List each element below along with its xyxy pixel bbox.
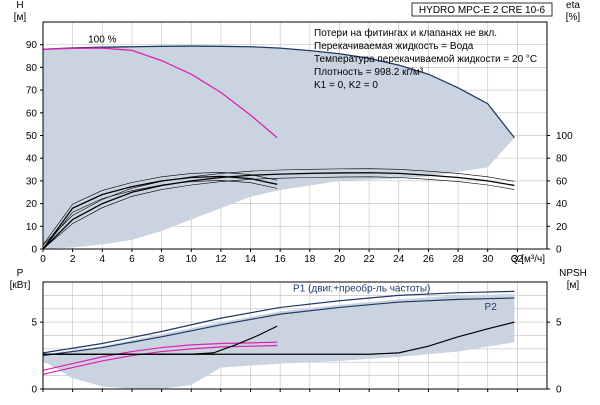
series-line-eta1-band: [42, 171, 278, 246]
x-tick-label: 14: [245, 254, 257, 265]
x-tick-label: 8: [159, 254, 165, 265]
x-tick-label: 28: [452, 254, 464, 265]
title-text: HYDRO MPC-E 2 CRE 10-6: [419, 5, 546, 16]
x-axis-title: Q [м³/ч]: [511, 254, 546, 265]
note-line: Температура перекачиваемой жидкости = 20…: [314, 54, 537, 65]
y-tick-label: 20: [26, 199, 38, 210]
series-line-p2pump: [42, 344, 278, 375]
y-tick-label: 5: [31, 318, 37, 329]
series-line-npsh2: [43, 321, 515, 355]
annotation-label: 100 %: [88, 34, 116, 45]
y-tick-label: 70: [26, 86, 38, 97]
y-tick-label: 90: [26, 40, 38, 51]
y2-tick-label: 100: [556, 131, 573, 142]
operating-envelope: [43, 294, 515, 389]
y2-axis-unit: [м]: [567, 280, 580, 291]
x-tick-label: 2: [70, 254, 76, 265]
series-line-eta2-band: [42, 168, 515, 246]
y2-tick-label: 0: [556, 385, 562, 396]
note-line: Плотность = 998.2 кг/м³: [314, 67, 424, 78]
note-line: K1 = 0, K2 = 0: [314, 80, 378, 91]
series-line-eta1: [42, 175, 278, 250]
note-line: Потери на фитингах и клапанах не вкл.: [314, 27, 497, 39]
y2-tick-label: 40: [556, 199, 568, 210]
y-tick-label: 80: [26, 63, 38, 74]
y-tick-label: 60: [26, 108, 38, 119]
x-tick-label: 6: [129, 254, 135, 265]
x-tick-label: 12: [215, 254, 227, 265]
x-tick-label: 22: [364, 254, 376, 265]
x-tick-label: 4: [100, 254, 106, 265]
y2-tick-label: 20: [556, 222, 568, 233]
plot-frame: [42, 281, 548, 390]
x-tick-label: 0: [40, 254, 46, 265]
y2-tick-label: 5: [556, 318, 562, 329]
y2-tick-label: 60: [556, 176, 568, 187]
x-tick-label: 30: [482, 254, 494, 265]
x-tick-label: 10: [186, 254, 198, 265]
operating-envelope: [43, 46, 515, 250]
note-line: Перекачиваемая жидкость = Вода: [314, 41, 474, 52]
series-line-h1pump: [42, 47, 278, 139]
y-axis-unit: [м]: [14, 12, 27, 23]
y-tick-label: 0: [31, 245, 37, 256]
y-tick-label: 10: [26, 222, 38, 233]
series-label: P2: [485, 302, 498, 313]
series-label: P1 (двиг.+преобр-ль частоты): [293, 282, 430, 294]
y-axis-unit: [кВт]: [10, 280, 31, 291]
series-line-npsh1: [43, 325, 278, 355]
x-tick-label: 32: [512, 254, 524, 265]
x-tick-label: 24: [393, 254, 405, 265]
y-axis-title: P: [17, 268, 24, 279]
y-tick-label: 50: [26, 131, 38, 142]
x-tick-label: 16: [275, 254, 287, 265]
series-line-p2: [42, 297, 515, 357]
head-efficiency-plot: 0 2 4 6 8 10 12 14 16 18 20 22 24 26 28 30 3201020304050…: [14, 0, 581, 265]
x-tick-label: 18: [304, 254, 316, 265]
y2-tick-label: 0: [556, 245, 562, 256]
y2-axis-unit: [%]: [566, 12, 581, 23]
series-line-eta1-band: [42, 180, 278, 250]
title-box: [411, 2, 553, 17]
y-tick-label: 30: [26, 176, 38, 187]
y2-axis-title: eta: [566, 0, 580, 11]
series-line-eta2-band: [42, 176, 515, 250]
y-tick-label: 0: [31, 385, 37, 396]
y2-tick-label: 80: [556, 154, 568, 165]
series-line-eta2: [42, 172, 515, 250]
series-line-p1: [42, 290, 515, 354]
y2-axis-title: NPSH: [559, 268, 587, 279]
series-line-hmax: [42, 45, 515, 139]
y-axis-title: H: [16, 0, 23, 11]
y-tick-label: 40: [26, 154, 38, 165]
x-tick-label: 26: [423, 254, 435, 265]
power-npsh-plot: 0 5 0 5 P[кВт] NPSH[м] P1 (двиг.+преобр-ль час…: [10, 268, 587, 396]
x-tick-label: 20: [334, 254, 346, 265]
